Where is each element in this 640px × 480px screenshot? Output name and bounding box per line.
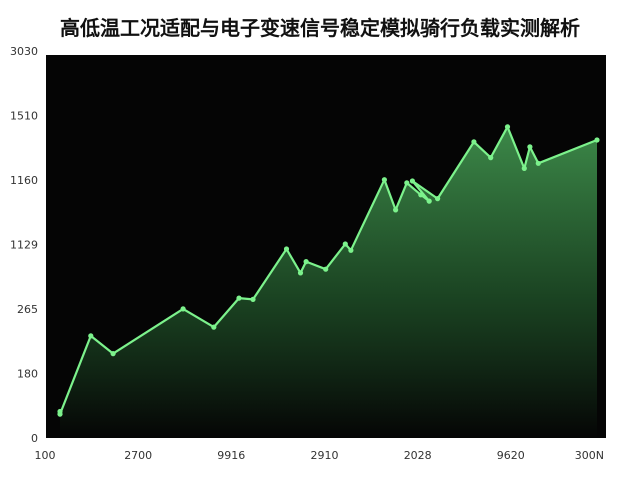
area-layer bbox=[60, 126, 597, 439]
x-tick-label: 100 bbox=[35, 449, 56, 462]
y-axis-ticks: 0 180 265 1129 1160 1510 3030 bbox=[10, 45, 38, 445]
data-point bbox=[110, 351, 116, 357]
data-point bbox=[409, 178, 415, 184]
data-point bbox=[283, 246, 290, 252]
y-tick-label: 1510 bbox=[10, 110, 38, 123]
data-point bbox=[180, 306, 186, 312]
data-point bbox=[297, 270, 304, 276]
x-tick-label: 9916 bbox=[217, 449, 245, 462]
data-point bbox=[426, 198, 432, 204]
data-point bbox=[594, 137, 600, 143]
y-tick-label: 180 bbox=[17, 368, 38, 381]
y-tick-label: 3030 bbox=[10, 45, 38, 58]
data-point bbox=[342, 241, 348, 247]
x-tick-label: 2028 bbox=[404, 449, 432, 462]
data-point bbox=[504, 124, 511, 130]
x-tick-label: 2700 bbox=[124, 449, 152, 462]
x-axis-ticks: 100 2700 9916 2910 2028 9620 300N bbox=[35, 449, 605, 462]
data-point bbox=[88, 333, 94, 339]
data-point bbox=[323, 266, 329, 272]
y-tick-label: 265 bbox=[17, 303, 38, 316]
data-point bbox=[527, 144, 533, 150]
data-point bbox=[488, 155, 494, 161]
chart-title: 高低温工况适配与电子变速信号稳定模拟骑行负载实测解析 bbox=[60, 16, 580, 40]
data-point bbox=[57, 411, 63, 417]
data-point bbox=[250, 296, 256, 302]
data-point bbox=[381, 177, 387, 183]
line-layer bbox=[58, 125, 598, 416]
data-point bbox=[404, 180, 410, 186]
series-line bbox=[58, 125, 598, 416]
y-tick-label: 1129 bbox=[10, 239, 38, 252]
data-point bbox=[236, 295, 242, 301]
x-tick-label: 2910 bbox=[311, 449, 339, 462]
points-layer bbox=[57, 124, 600, 417]
data-point bbox=[348, 247, 354, 253]
data-point bbox=[211, 324, 217, 330]
data-point bbox=[418, 192, 424, 198]
data-point bbox=[435, 196, 441, 202]
x-tick-label: 300N bbox=[575, 449, 604, 462]
data-point bbox=[535, 160, 541, 166]
series-area bbox=[60, 126, 597, 439]
data-point bbox=[303, 259, 309, 265]
data-point bbox=[521, 165, 527, 171]
data-point bbox=[471, 139, 477, 145]
data-point bbox=[393, 207, 399, 213]
y-tick-label: 1160 bbox=[10, 174, 38, 187]
x-tick-label: 9620 bbox=[497, 449, 525, 462]
y-tick-label: 0 bbox=[31, 432, 38, 445]
